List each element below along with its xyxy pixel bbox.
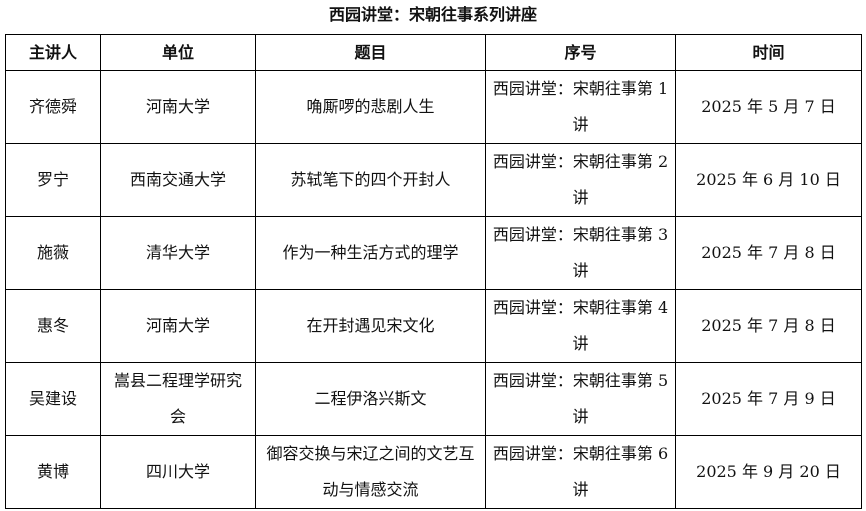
cell-number: 西园讲堂：宋朝往事第 2 讲 (485, 143, 676, 217)
document-title: 西园讲堂：宋朝往事系列讲座 (328, 5, 537, 24)
cell-speaker: 施薇 (5, 216, 101, 290)
table-row: 施薇 清华大学 作为一种生活方式的理学 西园讲堂：宋朝往事第 3 讲 2025 年 7 … (5, 216, 862, 290)
cell-number: 西园讲堂：宋朝往事第 3 讲 (485, 216, 676, 290)
cell-topic: 御容交换与宋辽之间的文艺互动与情感交流 (255, 435, 486, 509)
cell-date: 2025 年 5 月 7 日 (675, 70, 862, 144)
cell-date: 2025 年 7 月 8 日 (675, 216, 862, 290)
header-unit: 单位 (100, 34, 256, 71)
cell-unit: 河南大学 (100, 289, 256, 363)
cell-unit: 嵩县二程理学研究会 (100, 362, 256, 436)
table-row: 罗宁 西南交通大学 苏轼笔下的四个开封人 西园讲堂：宋朝往事第 2 讲 2025 年 6… (5, 143, 862, 217)
cell-number: 西园讲堂：宋朝往事第 1 讲 (485, 70, 676, 144)
cell-number: 西园讲堂：宋朝往事第 4 讲 (485, 289, 676, 363)
cell-number: 西园讲堂：宋朝往事第 5 讲 (485, 362, 676, 436)
cell-speaker: 吴建设 (5, 362, 101, 436)
cell-unit: 西南交通大学 (100, 143, 256, 217)
cell-topic: 在开封遇见宋文化 (255, 289, 486, 363)
cell-unit: 四川大学 (100, 435, 256, 509)
cell-topic: 二程伊洛兴斯文 (255, 362, 486, 436)
cell-date: 2025 年 6 月 10 日 (675, 143, 862, 217)
header-topic: 题目 (255, 34, 486, 71)
cell-date: 2025 年 7 月 9 日 (675, 362, 862, 436)
cell-topic: 唃厮啰的悲剧人生 (255, 70, 486, 144)
header-date: 时间 (675, 34, 862, 71)
cell-date: 2025 年 9 月 20 日 (675, 435, 862, 509)
lecture-schedule-table: 主讲人 单位 题目 序号 时间 齐德舜 河南大学 唃厮啰的悲剧人生 西园讲堂：宋朝往事… (5, 34, 862, 509)
cell-speaker: 黄博 (5, 435, 101, 509)
header-number: 序号 (485, 34, 676, 71)
cell-topic: 苏轼笔下的四个开封人 (255, 143, 486, 217)
cell-number: 西园讲堂：宋朝往事第 6 讲 (485, 435, 676, 509)
cell-unit: 清华大学 (100, 216, 256, 290)
table-row: 齐德舜 河南大学 唃厮啰的悲剧人生 西园讲堂：宋朝往事第 1 讲 2025 年 5 月 … (5, 70, 862, 144)
cell-date: 2025 年 7 月 8 日 (675, 289, 862, 363)
table-row: 惠冬 河南大学 在开封遇见宋文化 西园讲堂：宋朝往事第 4 讲 2025 年 7 月 8… (5, 289, 862, 363)
cell-speaker: 罗宁 (5, 143, 101, 217)
cell-speaker: 齐德舜 (5, 70, 101, 144)
cell-topic: 作为一种生活方式的理学 (255, 216, 486, 290)
cell-unit: 河南大学 (100, 70, 256, 144)
cell-speaker: 惠冬 (5, 289, 101, 363)
table-row: 吴建设 嵩县二程理学研究会 二程伊洛兴斯文 西园讲堂：宋朝往事第 5 讲 2025 年 … (5, 362, 862, 436)
header-speaker: 主讲人 (5, 34, 101, 71)
table-header-row: 主讲人 单位 题目 序号 时间 (5, 34, 862, 71)
